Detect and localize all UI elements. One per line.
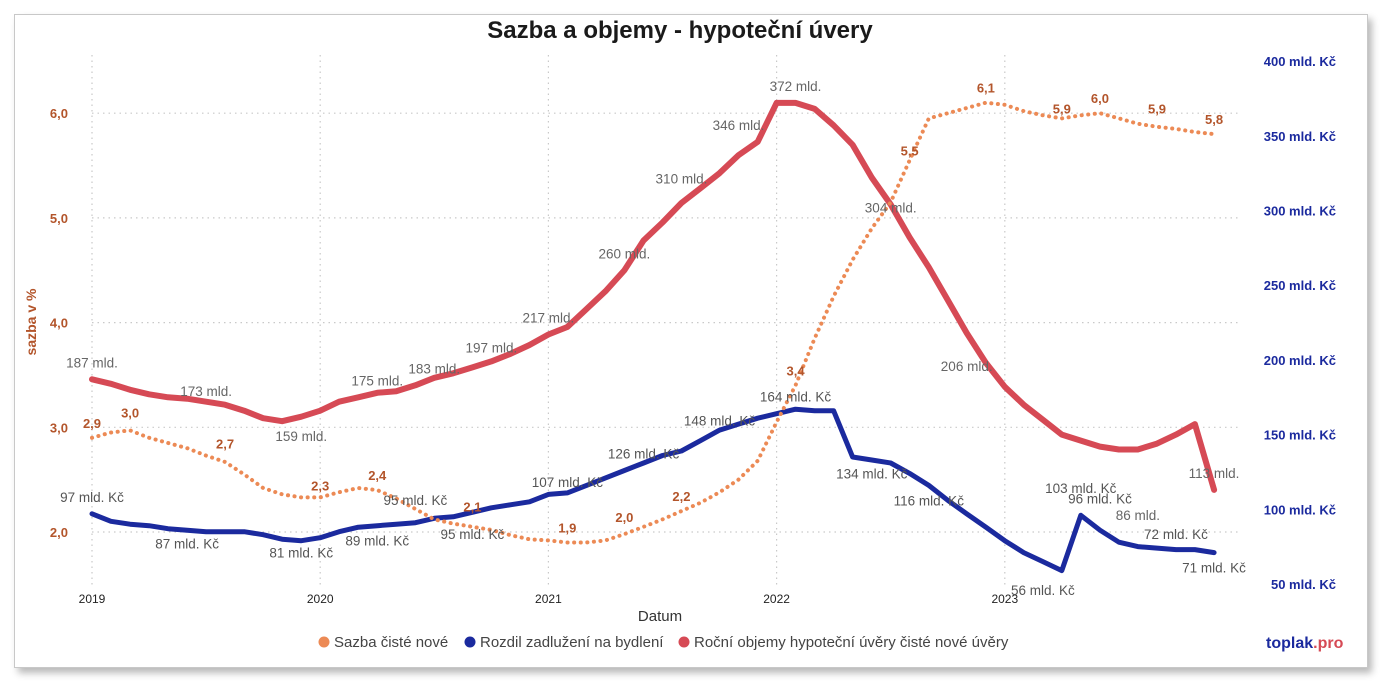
volume-data-label: 346 mld. <box>713 118 765 133</box>
volume-data-label: 173 mld. <box>180 384 232 399</box>
y-right-tick-label: 400 mld. Kč <box>1264 54 1336 69</box>
volume-data-label: 159 mld. <box>275 429 327 444</box>
volume-data-label: 183 mld. <box>408 361 460 376</box>
debt-data-label: 81 mld. Kč <box>269 546 333 561</box>
x-tick-label: 2021 <box>535 592 562 606</box>
y-right-tick-label: 200 mld. Kč <box>1264 353 1336 368</box>
volume-data-label: 86 mld. <box>1116 508 1160 523</box>
debt-data-label: 71 mld. Kč <box>1182 561 1246 576</box>
volume-data-label: 206 mld. <box>941 359 993 374</box>
debt-data-label: 89 mld. Kč <box>345 534 409 549</box>
volume-data-label: 197 mld. <box>465 340 517 355</box>
rate-data-label: 2,4 <box>368 468 387 483</box>
y-right-tick-label: 100 mld. Kč <box>1264 502 1336 517</box>
x-tick-label: 2023 <box>991 592 1018 606</box>
legend: Sazba čisté nové Rozdil zadlužení na bydl… <box>318 634 1009 651</box>
y-left-tick-label: 3,0 <box>50 420 68 435</box>
volume-data-label: 310 mld. <box>656 172 708 187</box>
legend-label: Roční objemy hypoteční úvěry čisté nové … <box>694 634 1009 651</box>
y-left-tick-label: 6,0 <box>50 106 68 121</box>
volume-data-label: 187 mld. <box>66 355 118 370</box>
rate-data-label: 2,3 <box>311 479 329 494</box>
debt-data-label: 134 mld. Kč <box>836 467 908 482</box>
debt-data-label: 56 mld. Kč <box>1011 583 1075 598</box>
chart-title: Sazba a objemy - hypoteční úvery <box>487 17 873 44</box>
rate-data-label: 6,0 <box>1091 91 1109 106</box>
volume-data-label: 260 mld. <box>599 246 651 261</box>
x-axis-title: Datum <box>638 608 682 625</box>
y-left-tick-label: 2,0 <box>50 525 68 540</box>
x-tick-label: 2019 <box>79 592 106 606</box>
series-line-volume <box>89 99 1218 493</box>
volume-data-label: 372 mld. <box>770 79 822 94</box>
x-tick-label: 2020 <box>307 592 334 606</box>
rate-data-label: 5,9 <box>1148 102 1166 117</box>
rate-data-label: 5,8 <box>1205 112 1223 127</box>
legend-marker <box>318 636 330 648</box>
debt-data-label: 116 mld. Kč <box>894 493 965 508</box>
y-right-tick-label: 250 mld. Kč <box>1264 278 1336 293</box>
legend-label: Rozdil zadlužení na bydlení <box>480 634 664 651</box>
debt-data-label: 95 mld. Kč <box>441 527 505 542</box>
y-right-tick-label: 150 mld. Kč <box>1264 428 1336 443</box>
legend-label: Sazba čisté nové <box>334 634 448 651</box>
y-left-tick-label: 5,0 <box>50 211 68 226</box>
series-line-debt <box>89 406 1217 574</box>
y-right-tick-label: 50 mld. Kč <box>1271 577 1336 592</box>
debt-data-label: 103 mld. Kč <box>1045 481 1117 496</box>
axis-ticks: 2019 2020 2021 2022 2023 2,0 3,0 4,0 5,0 6,0 50 ml… <box>50 54 1336 606</box>
volume-data-label: 113 mld. <box>1189 466 1240 481</box>
chart-frame <box>14 14 1368 668</box>
volume-data-label: 217 mld. <box>523 311 575 326</box>
debt-data-label: 164 mld. Kč <box>760 390 832 405</box>
y-left-tick-label: 4,0 <box>50 316 68 331</box>
legend-marker <box>464 636 476 648</box>
rate-data-label: 2,2 <box>672 489 690 504</box>
rate-data-label: 2,7 <box>216 437 234 452</box>
rate-data-label: 2,1 <box>463 500 481 515</box>
debt-data-label: 72 mld. Kč <box>1144 527 1208 542</box>
series-lines <box>89 99 1218 574</box>
debt-data-label: 87 mld. Kč <box>155 537 219 552</box>
legend-marker <box>678 636 690 648</box>
volume-data-label: 175 mld. <box>351 373 403 388</box>
rate-data-label: 1,9 <box>558 520 576 535</box>
debt-data-label: 148 mld. Kč <box>684 414 756 429</box>
y-right-tick-label: 300 mld. Kč <box>1264 204 1336 219</box>
rate-data-label: 3,4 <box>787 363 806 378</box>
rate-data-label: 2,0 <box>615 510 633 525</box>
debt-data-label: 126 mld. Kč <box>608 446 680 461</box>
grid <box>91 55 1240 588</box>
y-right-tick-label: 350 mld. Kč <box>1264 129 1336 144</box>
rate-data-label: 5,9 <box>1053 102 1071 117</box>
rate-data-label: 3,0 <box>121 405 139 420</box>
brand-logo: toplak.pro <box>1266 635 1344 652</box>
debt-data-label: 95 mld. Kč <box>383 493 447 508</box>
rate-data-label: 6,1 <box>977 81 995 96</box>
debt-data-label: 107 mld. Kč <box>532 475 604 490</box>
debt-data-label: 97 mld. Kč <box>60 490 124 505</box>
rate-data-label: 2,9 <box>83 416 101 431</box>
volume-data-label: 304 mld. <box>865 201 917 216</box>
x-tick-label: 2022 <box>763 592 790 606</box>
debt-data-label: 96 mld. Kč <box>1068 491 1132 506</box>
y-axis-title: sazba v % <box>23 288 39 355</box>
rate-data-label: 5,5 <box>901 144 919 159</box>
data-labels: 2,9 3,0 2,7 2,3 2,4 2,1 1,9 2,0 2,2 3,4 5,5 6,1 5,9 6… <box>60 79 1246 598</box>
